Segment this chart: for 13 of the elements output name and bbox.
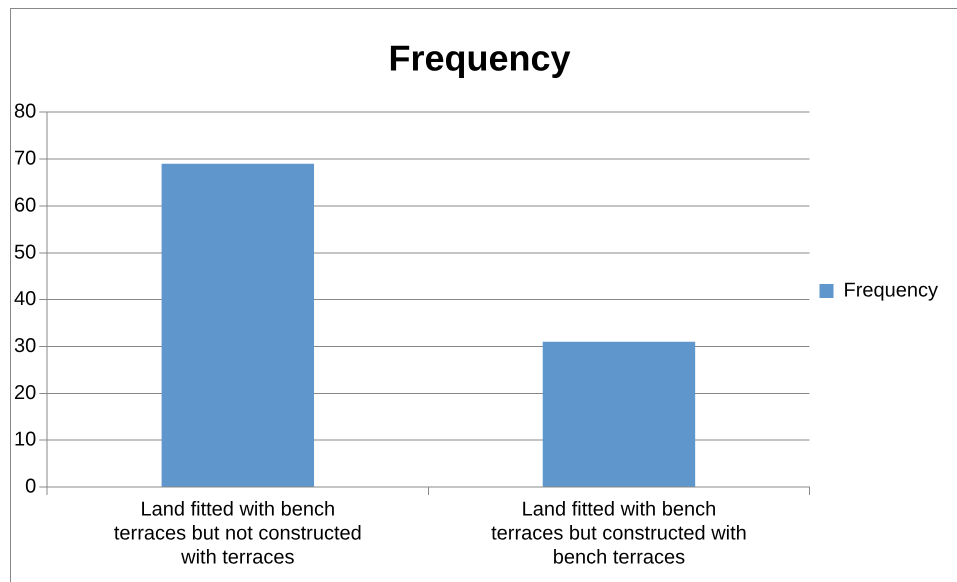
y-tick-label: 20 [14,382,36,404]
y-tick-label: 0 [25,476,36,498]
x-tick-label: Land fitted with bench terraces but constructed with bench terraces [491,498,747,569]
chart-title: Frequency [388,38,571,79]
y-tick-label: 30 [14,334,36,357]
y-tick-label: 40 [14,288,36,310]
y-tick-label: 50 [14,241,36,264]
y-tick-label: 60 [14,194,36,216]
y-tick-label: 80 [14,100,36,123]
legend-label: Frequency [844,280,938,302]
x-tick-label: Land fitted with bench terraces but not constructed with terraces [114,498,362,569]
y-tick-label: 70 [14,148,36,170]
y-tick-label: 10 [14,428,36,451]
